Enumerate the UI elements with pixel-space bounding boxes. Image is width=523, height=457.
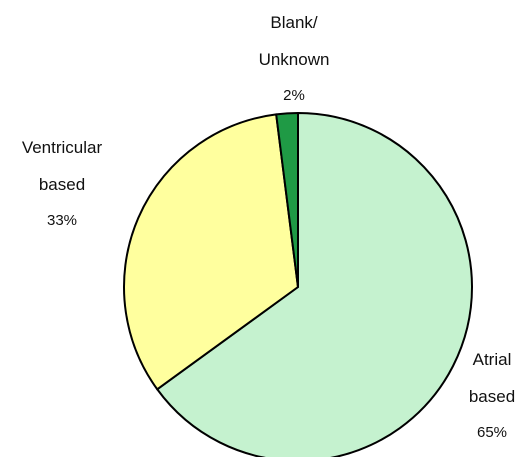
slice-ventricular xyxy=(123,113,299,391)
slice-value-atrial: 65% xyxy=(477,424,507,441)
slice-labels: Atrial based 65% Ventricular based 33% B… xyxy=(22,13,515,441)
slice-label-ventricular-line1: Ventricular xyxy=(22,138,103,157)
slice-label-atrial-line1: Atrial xyxy=(473,350,512,369)
slice-value-ventricular: 33% xyxy=(47,212,77,229)
pie-slices xyxy=(123,111,474,457)
slice-blank-unknown xyxy=(275,111,299,288)
slice-value-blank: 2% xyxy=(283,87,305,104)
slice-label-ventricular-line2: based xyxy=(39,175,85,194)
slice-label-blank-line1: Blank/ xyxy=(270,13,318,32)
slice-label-atrial-line2: based xyxy=(469,387,515,406)
slice-atrial xyxy=(156,112,474,457)
slice-label-blank-line2: Unknown xyxy=(259,50,330,69)
